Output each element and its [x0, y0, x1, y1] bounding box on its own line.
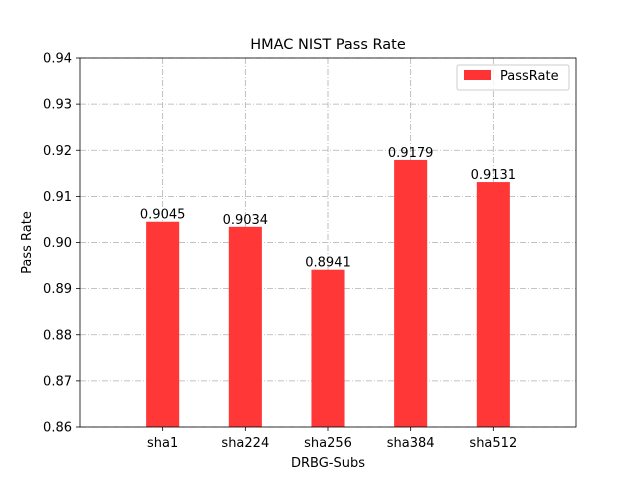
x-tick-label: sha512 [469, 436, 517, 451]
data-label-sha512: 0.9131 [471, 168, 517, 183]
data-label-sha384: 0.9179 [388, 146, 434, 161]
y-tick-label: 0.94 [43, 52, 72, 67]
y-tick-label: 0.90 [43, 236, 72, 251]
y-tick-label: 0.92 [43, 144, 72, 159]
x-tick-label: sha256 [304, 436, 352, 451]
x-tick-label: sha1 [147, 436, 178, 451]
y-tick-label: 0.93 [43, 98, 72, 113]
bar-sha1 [146, 221, 180, 427]
y-tick-label: 0.89 [43, 282, 72, 297]
x-tick-label: sha224 [221, 436, 269, 451]
data-label-sha224: 0.9034 [223, 213, 269, 228]
y-tick-label: 0.86 [43, 421, 72, 436]
chart-title: HMAC NIST Pass Rate [250, 37, 406, 53]
data-labels: 0.9045 0.9034 0.8941 0.9179 0.9131 [140, 146, 516, 271]
bars [146, 159, 510, 427]
bar-sha512 [476, 182, 510, 427]
y-tick-label: 0.88 [43, 328, 72, 343]
y-tick-label: 0.87 [43, 374, 72, 389]
legend: PassRate [456, 64, 570, 91]
axis-ticks: 0.86 0.87 0.88 0.89 0.90 0.91 0.92 0.93 0.94 sha1… [43, 52, 517, 452]
bar-sha224 [228, 226, 262, 427]
x-axis-label: DRBG-Subs [291, 456, 365, 471]
data-label-sha256: 0.8941 [305, 256, 351, 271]
legend-label: PassRate [500, 69, 559, 84]
bar-sha256 [311, 269, 345, 427]
x-tick-label: sha384 [387, 436, 435, 451]
bar-sha384 [394, 159, 428, 427]
y-axis-label: Pass Rate [20, 211, 35, 274]
y-tick-label: 0.91 [43, 190, 72, 205]
data-label-sha1: 0.9045 [140, 208, 186, 223]
legend-swatch [464, 70, 491, 80]
